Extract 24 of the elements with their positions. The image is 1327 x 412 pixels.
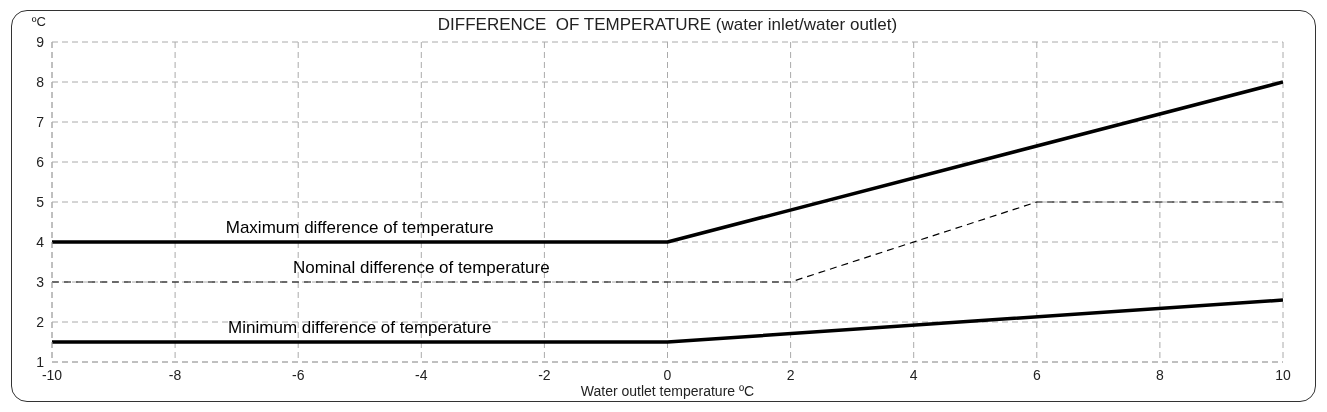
x-tick-label: -2 (538, 366, 551, 383)
y-tick-label: 5 (36, 193, 45, 210)
y-tick-label: 6 (36, 153, 45, 170)
x-tick-label: 6 (1032, 366, 1041, 383)
x-tick-label: 0 (663, 366, 672, 383)
x-tick-label: 8 (1156, 366, 1164, 383)
y-tick-label: 7 (36, 113, 45, 130)
y-tick-label: 2 (36, 313, 45, 330)
chart-title: DIFFERENCE OF TEMPERATURE (water inlet/water outlet) (437, 15, 898, 34)
series-label: Minimum difference of temperature (228, 318, 492, 337)
series-label: Nominal difference of temperature (292, 258, 550, 277)
series-label: Maximum difference of temperature (225, 218, 494, 237)
x-tick-label: -4 (415, 366, 428, 383)
x-tick-label: 2 (786, 366, 795, 383)
x-axis-title: Water outlet temperature ºC (580, 383, 755, 399)
y-tick-label: 8 (36, 73, 45, 90)
x-tick-label: 10 (1275, 366, 1291, 383)
y-axis-title: ºC (31, 14, 46, 29)
y-tick-label: 9 (36, 33, 45, 50)
y-tick-label: 3 (36, 273, 45, 290)
x-tick-label: 4 (909, 366, 918, 383)
x-tick-label: -8 (168, 366, 182, 383)
x-tick-label: -6 (291, 366, 305, 383)
y-tick-label: 4 (36, 233, 45, 250)
